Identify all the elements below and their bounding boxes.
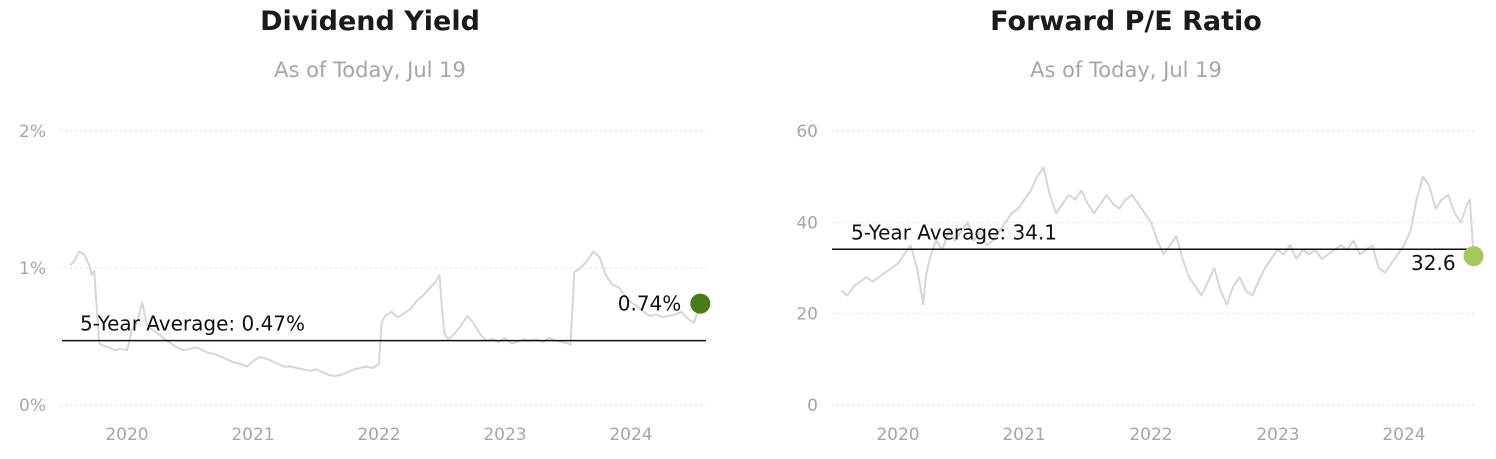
y-tick-label: 2% xyxy=(19,122,46,142)
average-label: 5-Year Average: 34.1 xyxy=(851,220,1057,244)
x-tick-label: 2023 xyxy=(1256,425,1299,445)
chart-title: Forward P/E Ratio xyxy=(990,6,1262,37)
x-tick-label: 2020 xyxy=(105,425,148,445)
chart-subtitle: As of Today, Jul 19 xyxy=(1030,58,1222,82)
x-tick-label: 2022 xyxy=(1129,425,1172,445)
current-value-dot xyxy=(690,293,711,314)
x-tick-label: 2024 xyxy=(609,425,652,445)
x-tick-label: 2021 xyxy=(1002,425,1045,445)
x-tick-label: 2020 xyxy=(876,425,919,445)
current-value-label: 32.6 xyxy=(1411,251,1456,275)
y-tick-label: 60 xyxy=(796,122,818,142)
x-tick-label: 2024 xyxy=(1382,425,1425,445)
chart-title: Dividend Yield xyxy=(260,6,480,37)
current-value-dot xyxy=(1463,246,1484,267)
dividend-yield-chart: Dividend Yield As of Today, Jul 19 0% 1% 2… xyxy=(0,0,740,459)
y-tick-label: 1% xyxy=(19,259,46,279)
dividend-yield-plot: 0% 1% 2% 2020 2021 2022 2023 2024 5-Year Average… xyxy=(19,122,711,445)
x-tick-label: 2023 xyxy=(483,425,526,445)
y-tick-label: 0% xyxy=(19,396,46,416)
y-tick-label: 20 xyxy=(796,305,818,325)
forward-pe-plot: 0 20 40 60 2020 2021 2022 2023 2024 5-Year Averag… xyxy=(796,122,1484,445)
chart-subtitle: As of Today, Jul 19 xyxy=(274,58,466,82)
y-tick-label: 40 xyxy=(796,213,818,233)
current-value-label: 0.74% xyxy=(618,292,682,316)
x-tick-label: 2022 xyxy=(357,425,400,445)
average-label: 5-Year Average: 0.47% xyxy=(80,312,305,336)
forward-pe-chart: Forward P/E Ratio As of Today, Jul 19 0 2… xyxy=(756,0,1496,459)
x-tick-label: 2021 xyxy=(231,425,274,445)
series-line xyxy=(69,250,702,378)
y-tick-label: 0 xyxy=(807,396,818,416)
